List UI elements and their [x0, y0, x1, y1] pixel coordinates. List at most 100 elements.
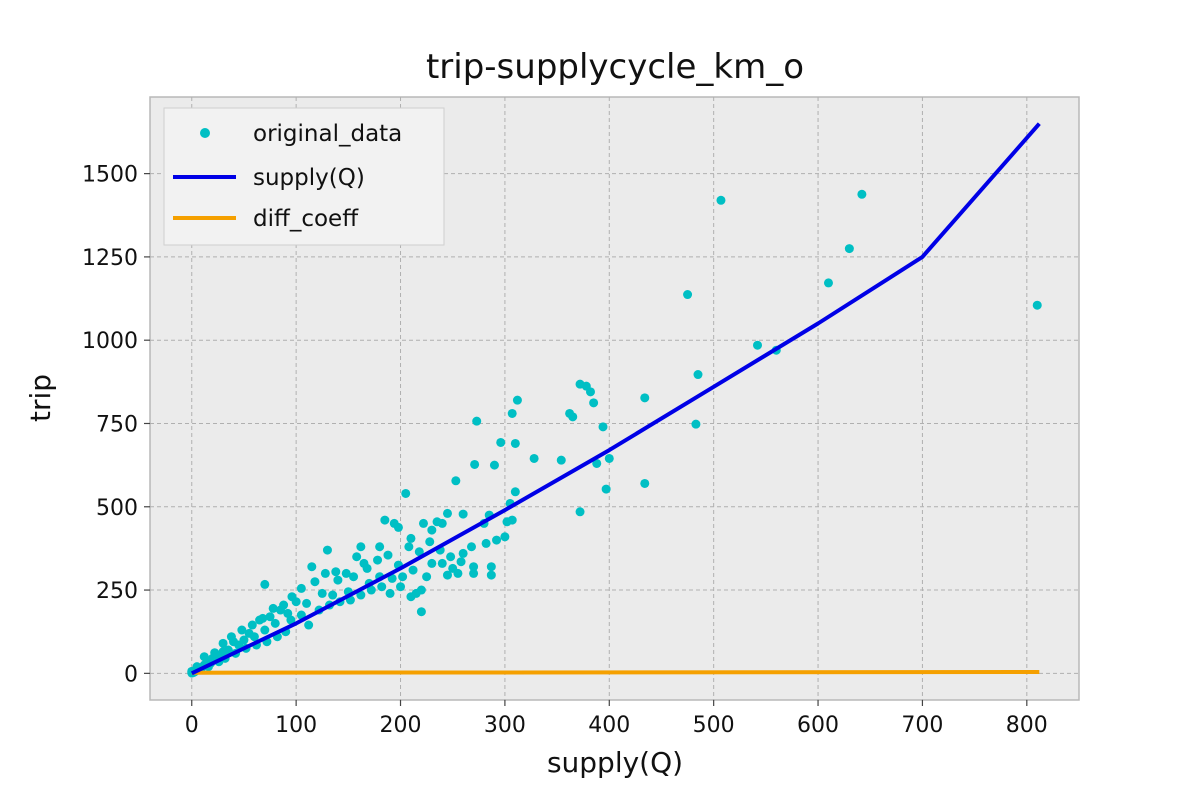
- data-point: [844, 244, 854, 254]
- data-point: [425, 537, 435, 547]
- x-tick-label: 200: [380, 713, 422, 738]
- data-point: [823, 278, 833, 288]
- x-axis-label: supply(Q): [547, 746, 683, 779]
- data-point: [565, 408, 575, 418]
- data-point: [333, 575, 343, 585]
- data-point: [320, 568, 330, 578]
- data-point: [406, 533, 416, 543]
- data-point: [442, 508, 452, 518]
- y-tick-label: 1500: [82, 163, 138, 188]
- data-point: [451, 476, 461, 486]
- data-point: [398, 572, 408, 582]
- data-point: [456, 557, 466, 567]
- data-point: [286, 615, 296, 625]
- y-tick-label: 250: [96, 579, 138, 604]
- data-point: [307, 562, 317, 572]
- data-point: [529, 453, 539, 463]
- data-point: [427, 525, 437, 535]
- data-point: [373, 555, 383, 565]
- y-tick-label: 1000: [82, 329, 138, 354]
- data-point: [592, 458, 602, 468]
- data-point: [466, 542, 476, 552]
- data-point: [349, 572, 359, 582]
- data-point: [247, 620, 257, 630]
- data-point: [691, 419, 701, 429]
- data-point: [310, 577, 320, 587]
- data-point: [270, 618, 280, 628]
- data-point: [385, 588, 395, 598]
- data-point: [486, 562, 496, 572]
- data-point: [383, 550, 393, 560]
- data-point: [510, 487, 520, 497]
- axis-ticks: 0 100 200 300 400 500 600 700 800 0 250 500 750 1000 1…: [82, 163, 1048, 738]
- data-point: [470, 459, 480, 469]
- data-point: [601, 484, 611, 494]
- data-point: [753, 340, 763, 350]
- data-point: [500, 532, 510, 542]
- data-point: [427, 558, 437, 568]
- data-point: [414, 547, 424, 557]
- data-point: [404, 542, 414, 552]
- data-point: [469, 562, 479, 572]
- data-point: [481, 538, 491, 548]
- data-point: [432, 517, 442, 527]
- legend: original_data supply(Q) diff_coeff: [163, 107, 445, 246]
- data-point: [507, 408, 517, 418]
- data-point: [356, 590, 366, 600]
- supply-line: [190, 122, 1041, 676]
- y-tick-label: 0: [124, 662, 138, 687]
- data-point: [716, 195, 726, 205]
- y-axis-label: trip: [24, 374, 57, 422]
- data-point: [199, 652, 209, 662]
- x-tick-label: 300: [484, 713, 526, 738]
- data-point: [496, 437, 506, 447]
- data-point: [458, 509, 468, 519]
- legend-original-data-marker: [200, 128, 210, 138]
- data-point: [502, 517, 512, 527]
- legend-original-data-label: original_data: [253, 121, 402, 147]
- data-point: [492, 535, 502, 545]
- data-point: [244, 628, 254, 638]
- data-point: [556, 455, 566, 465]
- legend-diff-coeff-label: diff_coeff: [253, 206, 359, 232]
- y-tick-label: 500: [96, 496, 138, 521]
- x-tick-label: 0: [185, 713, 199, 738]
- data-point: [458, 548, 468, 558]
- data-point: [218, 638, 228, 648]
- series-layer: [187, 122, 1042, 678]
- x-tick-label: 600: [797, 713, 839, 738]
- data-point: [489, 460, 499, 470]
- data-point: [512, 395, 522, 405]
- data-point: [237, 625, 247, 635]
- data-point: [418, 518, 428, 528]
- data-point: [210, 648, 220, 658]
- data-point: [683, 290, 693, 300]
- data-point: [375, 542, 385, 552]
- data-point: [283, 608, 293, 618]
- data-point: [287, 592, 297, 602]
- data-point: [442, 570, 452, 580]
- data-point: [352, 552, 362, 562]
- data-point: [575, 507, 585, 517]
- data-point: [268, 603, 278, 613]
- data-point: [401, 488, 411, 498]
- data-point: [331, 567, 341, 577]
- y-tick-label: 1250: [82, 246, 138, 271]
- data-point: [469, 568, 479, 578]
- data-point: [279, 600, 289, 610]
- y-tick-label: 750: [96, 412, 138, 437]
- data-point: [356, 542, 366, 552]
- data-point: [226, 632, 236, 642]
- data-point: [446, 552, 456, 562]
- data-point: [322, 545, 332, 555]
- data-point: [408, 565, 418, 575]
- data-point: [1032, 300, 1042, 310]
- data-point: [341, 568, 351, 578]
- data-point: [857, 189, 867, 199]
- data-point: [640, 393, 650, 403]
- diff-coeff-line: [191, 670, 1040, 675]
- data-point: [589, 398, 599, 408]
- data-point: [317, 588, 327, 598]
- data-point: [598, 422, 608, 432]
